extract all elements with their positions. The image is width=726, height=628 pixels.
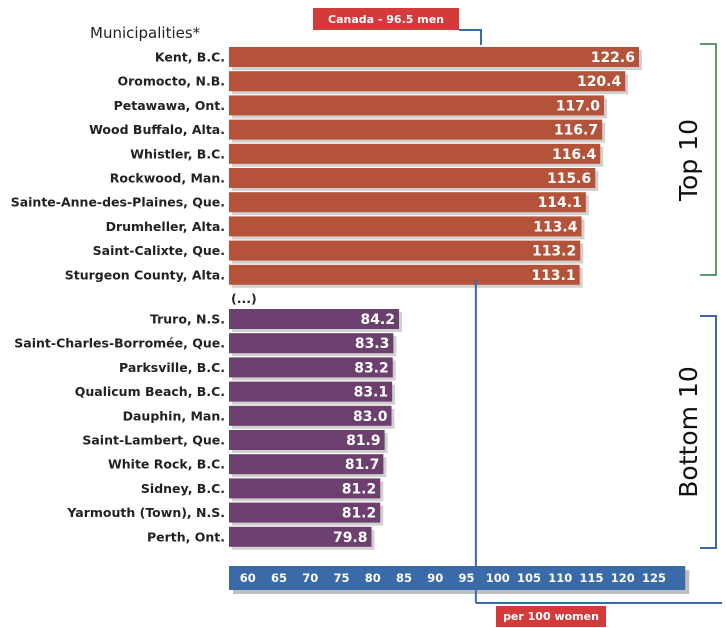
bar-value-label: 114.1: [538, 195, 582, 211]
unit-callout-label: per 100 women: [503, 610, 599, 623]
category-label: Qualicum Beach, B.C.: [75, 384, 225, 399]
top-group-bracket: [700, 43, 717, 276]
bar-value-label: 81.2: [342, 506, 377, 522]
category-label: Wood Buffalo, Alta.: [89, 122, 225, 137]
bar: [229, 357, 393, 378]
x-tick-label: 85: [396, 571, 412, 585]
category-label: Yarmouth (Town), N.S.: [66, 505, 225, 520]
bar-value-label: 116.4: [552, 147, 597, 163]
x-tick-label: 100: [486, 571, 510, 585]
category-label: Drumheller, Alta.: [106, 219, 225, 234]
category-label: Truro, N.S.: [150, 312, 225, 327]
x-tick-label: 105: [517, 571, 541, 585]
bar-value-label: 120.4: [577, 74, 622, 90]
bar-value-label: 122.6: [591, 50, 635, 66]
bar: [229, 333, 394, 354]
bar: [229, 502, 381, 523]
category-label: Petawawa, Ont.: [114, 98, 225, 113]
bar: [229, 454, 384, 475]
bar-value-label: 81.2: [342, 481, 377, 497]
bar-value-label: 113.4: [533, 219, 578, 235]
bar: [229, 168, 596, 188]
category-label: Kent, B.C.: [155, 50, 225, 65]
bar: [229, 47, 639, 67]
bar: [229, 240, 581, 261]
bar-value-label: 83.0: [353, 409, 388, 425]
bar-value-label: 113.2: [532, 244, 576, 260]
reference-line-top: [459, 29, 482, 45]
bar: [229, 405, 392, 426]
bar: [229, 95, 604, 116]
group-title-bottom: Bottom 10: [674, 366, 703, 497]
bar: [229, 381, 393, 402]
bar-value-label: 81.9: [346, 433, 381, 449]
category-label: Whistler, B.C.: [130, 146, 225, 161]
x-tick-label: 80: [365, 571, 381, 585]
x-tick-label: 125: [642, 571, 666, 585]
category-label: Oromocto, N.B.: [117, 74, 225, 89]
bar-value-label: 115.6: [547, 171, 591, 187]
x-tick-label: 120: [611, 571, 635, 585]
category-label: Sturgeon County, Alta.: [65, 267, 225, 282]
bar: [229, 309, 399, 329]
bar: [229, 526, 372, 547]
category-label: Saint-Calixte, Que.: [93, 243, 225, 258]
x-tick-label: 65: [271, 571, 287, 585]
bar: [229, 478, 381, 499]
bar-value-label: 83.2: [354, 360, 389, 376]
unit-callout-box: [496, 606, 606, 627]
bar: [229, 430, 385, 450]
bar-value-label: 81.7: [345, 457, 380, 473]
category-label: Parksville, B.C.: [119, 360, 225, 375]
category-label: Saint-Lambert, Que.: [82, 433, 225, 448]
bar-value-label: 116.7: [554, 123, 598, 139]
group-title-top: Top 10: [674, 119, 703, 202]
bar-value-label: 113.1: [531, 268, 575, 284]
bar-value-label: 79.8: [333, 530, 368, 546]
bar-value-label: 83.3: [355, 336, 390, 352]
x-tick-label: 60: [240, 571, 256, 585]
bar: [229, 192, 586, 213]
bottom-group-bracket: [700, 315, 717, 549]
category-label: Perth, Ont.: [147, 529, 225, 544]
x-tick-label: 110: [548, 571, 572, 585]
x-tick-label: 70: [302, 571, 318, 585]
category-label: Rockwood, Man.: [110, 171, 225, 186]
bar: [229, 216, 582, 237]
bar: [229, 264, 580, 285]
reference-callout-box: [313, 8, 459, 30]
bar: [229, 119, 603, 140]
category-label: Sainte-Anne-des-Plaines, Que.: [11, 195, 225, 210]
x-tick-label: 115: [579, 571, 603, 585]
category-label: White Rock, B.C.: [108, 457, 225, 472]
category-label: Dauphin, Man.: [123, 408, 225, 423]
x-tick-label: 75: [333, 571, 349, 585]
axis-band: [229, 566, 686, 590]
x-tick-label: 90: [427, 571, 443, 585]
bar-value-label: 117.0: [556, 98, 601, 114]
column-header: Municipalities*: [90, 24, 201, 42]
category-label: Saint-Charles-Borromée, Que.: [14, 336, 225, 351]
bar: [229, 71, 626, 92]
reference-callout-label: Canada - 96.5 men: [328, 13, 444, 26]
x-tick-label: 95: [458, 571, 474, 585]
gap-ellipsis: (...): [231, 291, 257, 306]
bar-value-label: 84.2: [360, 312, 395, 328]
bar-value-label: 83.1: [354, 385, 389, 401]
category-label: Sidney, B.C.: [141, 481, 225, 496]
bar: [229, 143, 601, 164]
